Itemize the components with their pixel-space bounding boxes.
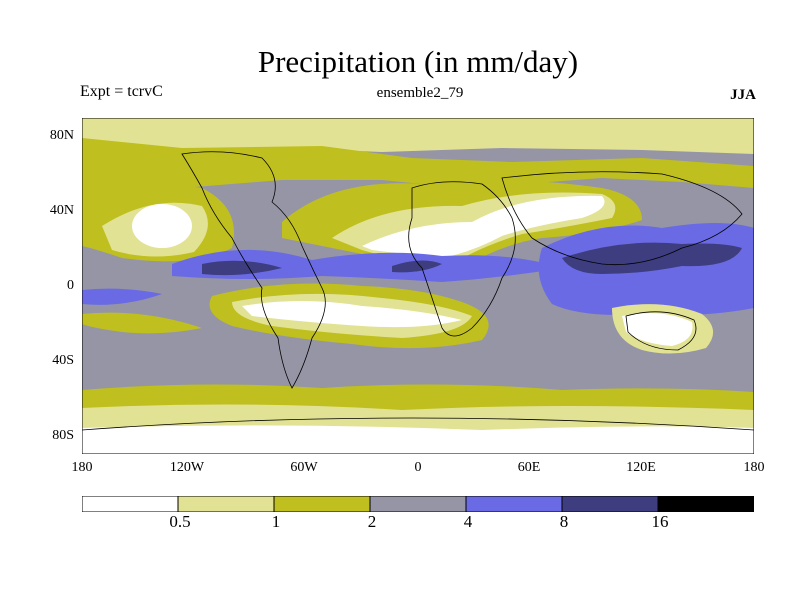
precip-monsoon-core [562, 242, 742, 274]
precip-south-dry [242, 301, 462, 328]
lon-tick-180e: 180 [743, 460, 765, 475]
precip-central-pacific [82, 288, 162, 305]
lon-tick-180w: 180 [71, 460, 93, 475]
colorbar-label-2: 2 [367, 512, 377, 531]
colorbar-label-8: 8 [559, 512, 569, 531]
lon-tick-0: 0 [414, 460, 422, 475]
lat-tick-80n: 80N [49, 128, 74, 143]
colorbar-swatch-6 [657, 496, 754, 512]
australia-coastline [625, 311, 697, 351]
colorbar-swatch-5 [561, 496, 659, 512]
africa-europe-coastline [408, 181, 516, 337]
americas-coastline [181, 151, 326, 389]
colorbar [82, 496, 754, 512]
lon-tick-60e: 60E [517, 460, 541, 475]
precip-antarctic-dry [82, 425, 754, 454]
colorbar-label-4: 4 [463, 512, 473, 531]
colorbar-swatch-0 [82, 496, 179, 512]
precip-ne-pacific-dry [132, 204, 192, 248]
lat-tick-40n: 40N [49, 203, 74, 218]
lon-tick-60w: 60W [290, 460, 318, 475]
colorbar-swatch-3 [369, 496, 467, 512]
precip-itcz-core-atlantic [392, 260, 442, 273]
season-label: JJA [730, 87, 756, 103]
colorbar-swatch-4 [465, 496, 563, 512]
asia-coastline [501, 171, 743, 266]
precip-itcz-core-pacific [202, 260, 282, 276]
coastlines [82, 151, 754, 431]
lon-tick-120e: 120E [626, 460, 656, 475]
lat-tick-80s: 80S [52, 428, 74, 443]
page-title: Precipitation (in mm/day) [257, 44, 579, 79]
colorbar-label-0-5: 0.5 [169, 512, 191, 531]
precip-australia-dry [622, 313, 693, 346]
precip-north-belt [82, 138, 754, 194]
precip-sahara-dry [362, 195, 605, 258]
ensemble-label: ensemble2_79 [376, 85, 464, 101]
lon-tick-120w: 120W [169, 460, 205, 475]
colorbar-swatch-2 [273, 496, 371, 512]
lat-tick-0: 0 [67, 278, 74, 293]
colorbar-swatch-1 [177, 496, 275, 512]
colorbar-label-16: 16 [651, 512, 669, 531]
colorbar-label-1: 1 [271, 512, 281, 531]
experiment-label: Expt = tcrvC [80, 83, 163, 100]
precip-field [82, 118, 754, 454]
precipitation-map [82, 118, 754, 454]
lat-tick-40s: 40S [52, 353, 74, 368]
precip-itcz-atlantic [172, 249, 562, 282]
precip-south-pacific-belt [82, 312, 202, 334]
antarctica-coastline [82, 417, 754, 431]
